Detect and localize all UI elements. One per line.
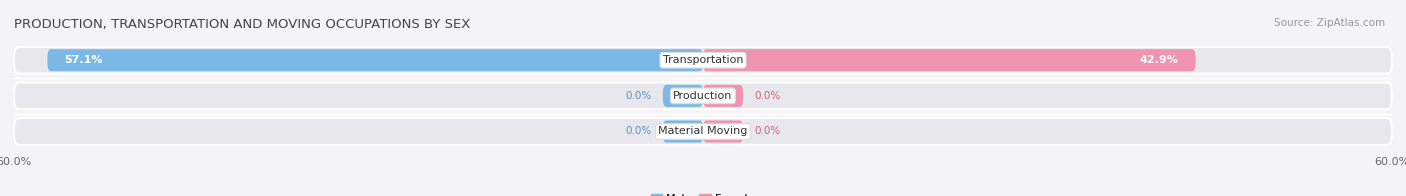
FancyBboxPatch shape — [703, 85, 744, 107]
Text: 0.0%: 0.0% — [755, 91, 780, 101]
FancyBboxPatch shape — [48, 49, 703, 71]
Legend: Male, Female: Male, Female — [647, 189, 759, 196]
Text: 42.9%: 42.9% — [1139, 55, 1178, 65]
Text: 57.1%: 57.1% — [65, 55, 103, 65]
Text: PRODUCTION, TRANSPORTATION AND MOVING OCCUPATIONS BY SEX: PRODUCTION, TRANSPORTATION AND MOVING OC… — [14, 18, 471, 31]
FancyBboxPatch shape — [662, 121, 703, 142]
FancyBboxPatch shape — [14, 47, 1392, 74]
Text: Transportation: Transportation — [662, 55, 744, 65]
FancyBboxPatch shape — [703, 49, 1195, 71]
FancyBboxPatch shape — [14, 83, 1392, 109]
Text: Material Moving: Material Moving — [658, 126, 748, 136]
Text: 0.0%: 0.0% — [626, 126, 651, 136]
Text: 0.0%: 0.0% — [626, 91, 651, 101]
Text: Source: ZipAtlas.com: Source: ZipAtlas.com — [1274, 18, 1385, 28]
FancyBboxPatch shape — [14, 118, 1392, 145]
Text: Production: Production — [673, 91, 733, 101]
Text: 0.0%: 0.0% — [755, 126, 780, 136]
FancyBboxPatch shape — [662, 85, 703, 107]
FancyBboxPatch shape — [703, 121, 744, 142]
